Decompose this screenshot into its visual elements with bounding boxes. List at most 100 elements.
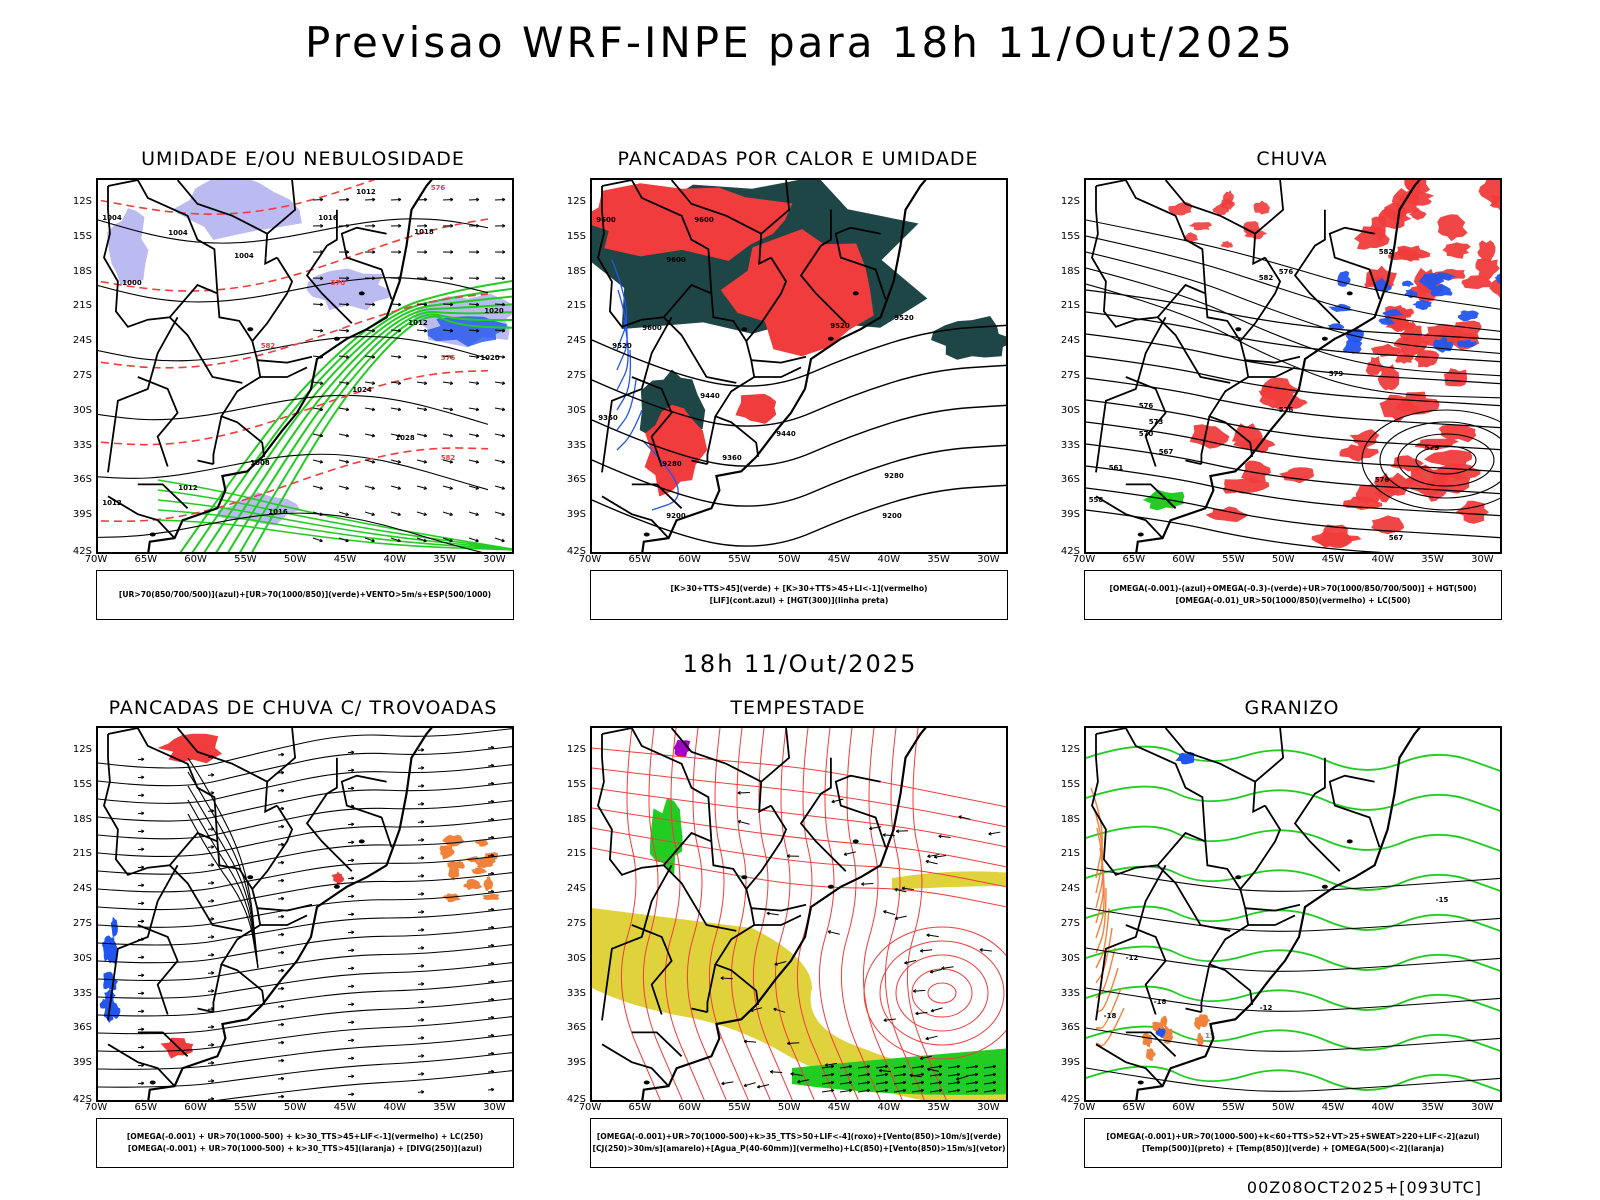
- wind-vector: [494, 302, 506, 307]
- contour-label: 1016: [268, 508, 288, 516]
- streamline-arrow: [417, 964, 425, 968]
- streamline-arrow: [347, 822, 355, 827]
- contour-label: 9600: [642, 324, 662, 332]
- wind-vector: [364, 485, 375, 490]
- contour-label: 9200: [882, 512, 902, 520]
- latitude-tick-label: 33S: [1060, 439, 1080, 451]
- rain-area-omega: [1430, 283, 1453, 297]
- streamline-850: [840, 728, 881, 1100]
- streamline-arrow: [417, 946, 425, 950]
- wind-vector: [929, 1072, 943, 1077]
- longitude-tick-label: 65W: [134, 1102, 158, 1113]
- geopotential-line: [1086, 421, 1500, 473]
- water-body: [1321, 336, 1328, 341]
- border-line: [1095, 864, 1167, 1021]
- water-body: [852, 839, 859, 844]
- streamline-850: [862, 728, 903, 1100]
- temperature-500-contour: [1086, 1067, 1500, 1092]
- contour-label: 1024: [352, 386, 372, 394]
- streamline-850: [752, 728, 793, 1100]
- rain-area: [1272, 393, 1308, 410]
- latitude-tick-label: 39S: [1060, 1057, 1080, 1069]
- thunderstorm-area-k-tts: [447, 861, 465, 870]
- contour-label: 582: [441, 454, 456, 462]
- contour-label: 1004: [234, 252, 254, 260]
- border-line: [260, 914, 308, 926]
- wind-vector: [929, 1080, 943, 1085]
- wind-vector: [983, 1072, 997, 1077]
- rain-area: [1223, 477, 1270, 494]
- latitude-tick-label: 15S: [1060, 230, 1080, 242]
- contour-label: 582: [1259, 274, 1274, 282]
- thunderstorm-area-k-tts: [442, 834, 465, 847]
- forecast-map: [590, 726, 1008, 1102]
- streamline: [215, 1070, 512, 1100]
- latitude-tick-label: 21S: [1060, 848, 1080, 860]
- latitude-tick-label: 30S: [1060, 404, 1080, 416]
- isobar-line: [98, 453, 489, 491]
- contour-label: 1020: [480, 354, 500, 362]
- temperature-500-contour: [1086, 1027, 1500, 1052]
- wind-vector: [364, 355, 376, 359]
- contour-label: 1012: [178, 484, 198, 492]
- wind-vector: [965, 1072, 979, 1077]
- latitude-tick-label: 27S: [1060, 918, 1080, 929]
- rain-area: [1390, 455, 1424, 472]
- border-line: [745, 805, 788, 890]
- wind-vector: [364, 223, 376, 228]
- border-line: [1125, 376, 1167, 467]
- wind-vector: [797, 1079, 810, 1084]
- streamline-arrow: [417, 784, 425, 788]
- border-line: [834, 774, 887, 848]
- longitude-tick-label: 35W: [433, 1102, 456, 1113]
- omega-500-area: [1152, 1021, 1165, 1032]
- wind-vector: [839, 1064, 853, 1069]
- wind-vector: [390, 355, 402, 359]
- wind-vector: [364, 381, 376, 386]
- border-line: [305, 757, 353, 872]
- wind-vector: [821, 1072, 835, 1077]
- longitude-tick-label: 70W: [84, 554, 108, 565]
- streamline: [98, 980, 512, 1017]
- wind-vector: [494, 197, 506, 202]
- longitude-tick-label: 30W: [977, 1102, 1000, 1113]
- wind-vector: [468, 302, 480, 307]
- latitude-tick-label: 33S: [72, 439, 92, 451]
- streamline-arrow: [277, 986, 285, 991]
- latitude-tick-label: 21S: [566, 300, 586, 312]
- wind-vector: [416, 485, 427, 490]
- streamline-arrow: [417, 802, 425, 806]
- wind-vector: [312, 537, 323, 543]
- wind-vector: [312, 381, 324, 386]
- lifted-index-contour: [616, 319, 629, 391]
- latitude-tick-label: 33S: [1060, 987, 1080, 999]
- wind-vector: [468, 407, 480, 412]
- wind-vector: [915, 1011, 928, 1016]
- latitude-tick-label: 12S: [1060, 196, 1080, 207]
- wind-vector: [938, 834, 951, 839]
- wind-vector: [494, 485, 505, 490]
- longitude-tick-label: 70W: [1072, 1102, 1096, 1113]
- border-line: [631, 483, 683, 509]
- contour-label: 1004: [102, 214, 122, 222]
- wind-vector: [983, 1080, 997, 1085]
- contour-label: 9600: [694, 216, 714, 224]
- wind-vector: [390, 328, 402, 333]
- wind-vector: [720, 976, 733, 980]
- divergence-area: [105, 977, 118, 991]
- longitude-tick-label: 55W: [728, 554, 751, 565]
- border-line: [663, 864, 737, 932]
- streamline-arrow: [137, 775, 145, 780]
- streamline-arrow: [137, 1081, 145, 1086]
- rain-area: [1453, 320, 1482, 340]
- map-canvas: 1004 1004 1004 1012 1016 1018 1020 1012 1012 1016…: [98, 180, 512, 552]
- latitude-tick-label: 30S: [72, 404, 92, 416]
- contour-label: 576: [441, 354, 456, 362]
- wind-vector: [390, 381, 402, 386]
- wind-vector: [312, 485, 323, 490]
- border-line: [169, 864, 243, 932]
- rain-area-omega: [1378, 317, 1395, 325]
- low-level-humidity-contour: [203, 295, 512, 552]
- thunderstorm-area: [331, 871, 345, 886]
- longitude-tick-label: 40W: [383, 554, 407, 565]
